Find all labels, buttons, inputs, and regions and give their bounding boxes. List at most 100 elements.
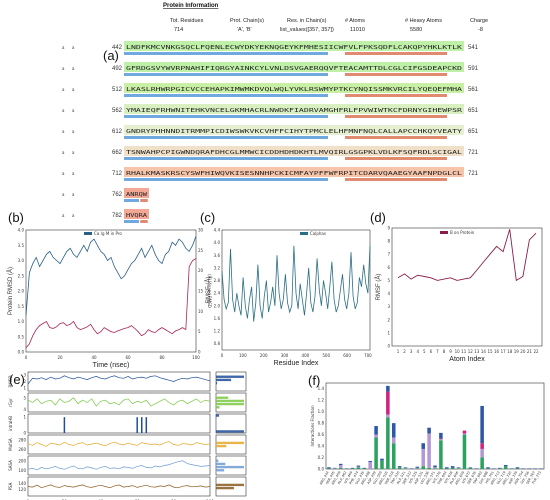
sequence-row-prefix: a <box>72 192 75 197</box>
header-charge: Charge <box>470 18 488 24</box>
panel-label-c: (c) <box>200 210 215 225</box>
property-plot-frame <box>27 434 211 455</box>
x-tick-label: 9 <box>449 349 452 354</box>
interaction-bar <box>468 467 473 469</box>
x-tick-label: 10 <box>455 349 461 354</box>
y-tick-label: 1.4 <box>318 386 325 391</box>
y-tick-label: 4.0 <box>18 228 25 233</box>
property-line <box>27 397 211 407</box>
residue-tick-label: LYS_469 <box>343 471 353 485</box>
x-tick-label: 19 <box>514 349 520 354</box>
sequence-row-prefix: a <box>72 150 75 155</box>
secondary-structure-bar <box>124 52 328 55</box>
property-plot-frame <box>27 371 211 392</box>
x-tick-label: 13 <box>474 349 480 354</box>
protein-info-title: Protein Information <box>163 3 219 9</box>
x-tick-label: 700 <box>364 353 372 358</box>
protein-rmsf-chart: 0.8 1.2 1.6 2.0 2.4 2.8 3.2 3.6 4.0 4.4 0 100 200 300… <box>205 228 372 368</box>
interaction-bar <box>403 467 408 468</box>
legend-label: Calphas <box>310 231 326 236</box>
y-tick-label: 3.2 <box>214 265 221 270</box>
protein-info-headers: Tot. Residues Prot. Chain(s) Res. in Cha… <box>170 18 488 33</box>
value-heavy-atoms: 5580 <box>410 27 422 33</box>
interaction-bar <box>403 467 408 469</box>
sequence-row-start: 762 <box>112 192 123 198</box>
residue-tick-label: GLU_719 <box>496 471 507 486</box>
interaction-bar <box>480 443 484 449</box>
y-tick-label: 0 <box>23 431 26 436</box>
residue-tick-label: TYR_773 <box>531 471 542 486</box>
interaction-bar <box>539 468 543 469</box>
interaction-bar <box>439 439 443 441</box>
residue-tick-label: ASP_739 <box>508 471 519 485</box>
interaction-bar <box>397 466 402 468</box>
interaction-bar <box>368 462 372 469</box>
interaction-bar <box>427 467 431 469</box>
sequence-track-list: a a 442 LNDFKMCVNKGSQCLFQENLECWYDKYEKNQGEYK… <box>62 41 479 223</box>
interaction-bar <box>503 466 508 469</box>
residue-tick-label: ARG_516 <box>378 471 389 486</box>
sequence-row-prefix: a <box>72 45 75 50</box>
sequence-row-end: 591 <box>468 66 479 72</box>
interaction-bar <box>397 467 402 469</box>
sequence-row-prefix: a <box>62 213 65 218</box>
interaction-bar <box>480 457 484 469</box>
interaction-bar <box>338 463 343 465</box>
interaction-bar <box>415 466 420 468</box>
histogram-bar <box>216 459 219 462</box>
x-tick-label: 17 <box>501 349 507 354</box>
property-histogram-frame <box>215 371 247 392</box>
histogram-bar <box>216 402 244 406</box>
x-tick-label: 400 <box>302 353 310 358</box>
sequence-row-prefix: a <box>72 129 75 134</box>
residue-tick-label: ALA_656 <box>449 471 460 485</box>
secondary-structure-bar <box>345 136 447 139</box>
histogram-bar <box>216 465 244 469</box>
ligand-rmsf-plot-frame <box>391 227 543 347</box>
property-histogram-frame <box>215 455 247 476</box>
secondary-structure-bar <box>345 178 447 181</box>
value-atoms: 11010 <box>350 27 365 33</box>
residue-tick-label: THR_604 <box>436 471 447 487</box>
histogram-bar <box>216 441 244 445</box>
interaction-bar <box>338 464 343 468</box>
x-tick-label: 500 <box>322 353 330 358</box>
legend-swatch <box>440 231 448 234</box>
interaction-bar <box>515 467 520 469</box>
residue-tick-label: TRP_683 <box>472 471 483 486</box>
interaction-bar <box>327 468 331 469</box>
sequence-residues: LNDFKMCVNKGSQCLFQENLECWYDKYEKNQGEYKFMHES… <box>126 45 462 51</box>
interaction-bar <box>515 468 520 469</box>
histogram-bar <box>216 414 220 417</box>
y-right-tick-label: 5 <box>198 329 201 334</box>
sequence-row-end: 561 <box>468 87 479 93</box>
interaction-bar <box>427 433 431 468</box>
x-tick-label: 100 <box>239 353 247 358</box>
interaction-bar <box>450 466 455 468</box>
header-res-in-chains: Res. in Chain(s) <box>287 18 327 24</box>
y-tick-label: 1.6 <box>214 316 221 321</box>
residue-tick-label: LYS_628 <box>443 471 453 485</box>
panel-a: (a) Protein Information Tot. Residues Pr… <box>62 3 488 223</box>
sequence-row-start: 782 <box>112 213 123 219</box>
residue-tick-label: ARG_571 <box>425 471 436 486</box>
value-res-in-chains: list_values([357, 357]) <box>280 27 334 33</box>
interaction-bar <box>386 391 390 415</box>
sequence-row-prefix: a <box>72 66 75 71</box>
sequence-row-band <box>124 41 464 51</box>
x-tick-label: 18 <box>507 349 513 354</box>
sequence-row-start: 512 <box>112 87 123 93</box>
rmsd-chart: 0.0 0.5 1.0 1.5 2.0 2.5 3.0 3.5 4.0 0 5 10 15 20 25 30 0… <box>7 228 212 370</box>
x-tick-label: 8 <box>443 349 446 354</box>
y-tick-label: 1 <box>387 330 390 335</box>
residue-tick-label: ARG_720 <box>501 471 512 486</box>
property-histogram-frame <box>215 434 247 455</box>
y-tick-label: 3.6 <box>214 253 221 258</box>
interaction-bar <box>421 443 425 449</box>
secondary-structure-bar <box>140 199 148 202</box>
x-tick-label: 22 <box>533 349 539 354</box>
y-right-tick-label: 10 <box>198 309 204 314</box>
sequence-row-prefix: a <box>72 87 75 92</box>
